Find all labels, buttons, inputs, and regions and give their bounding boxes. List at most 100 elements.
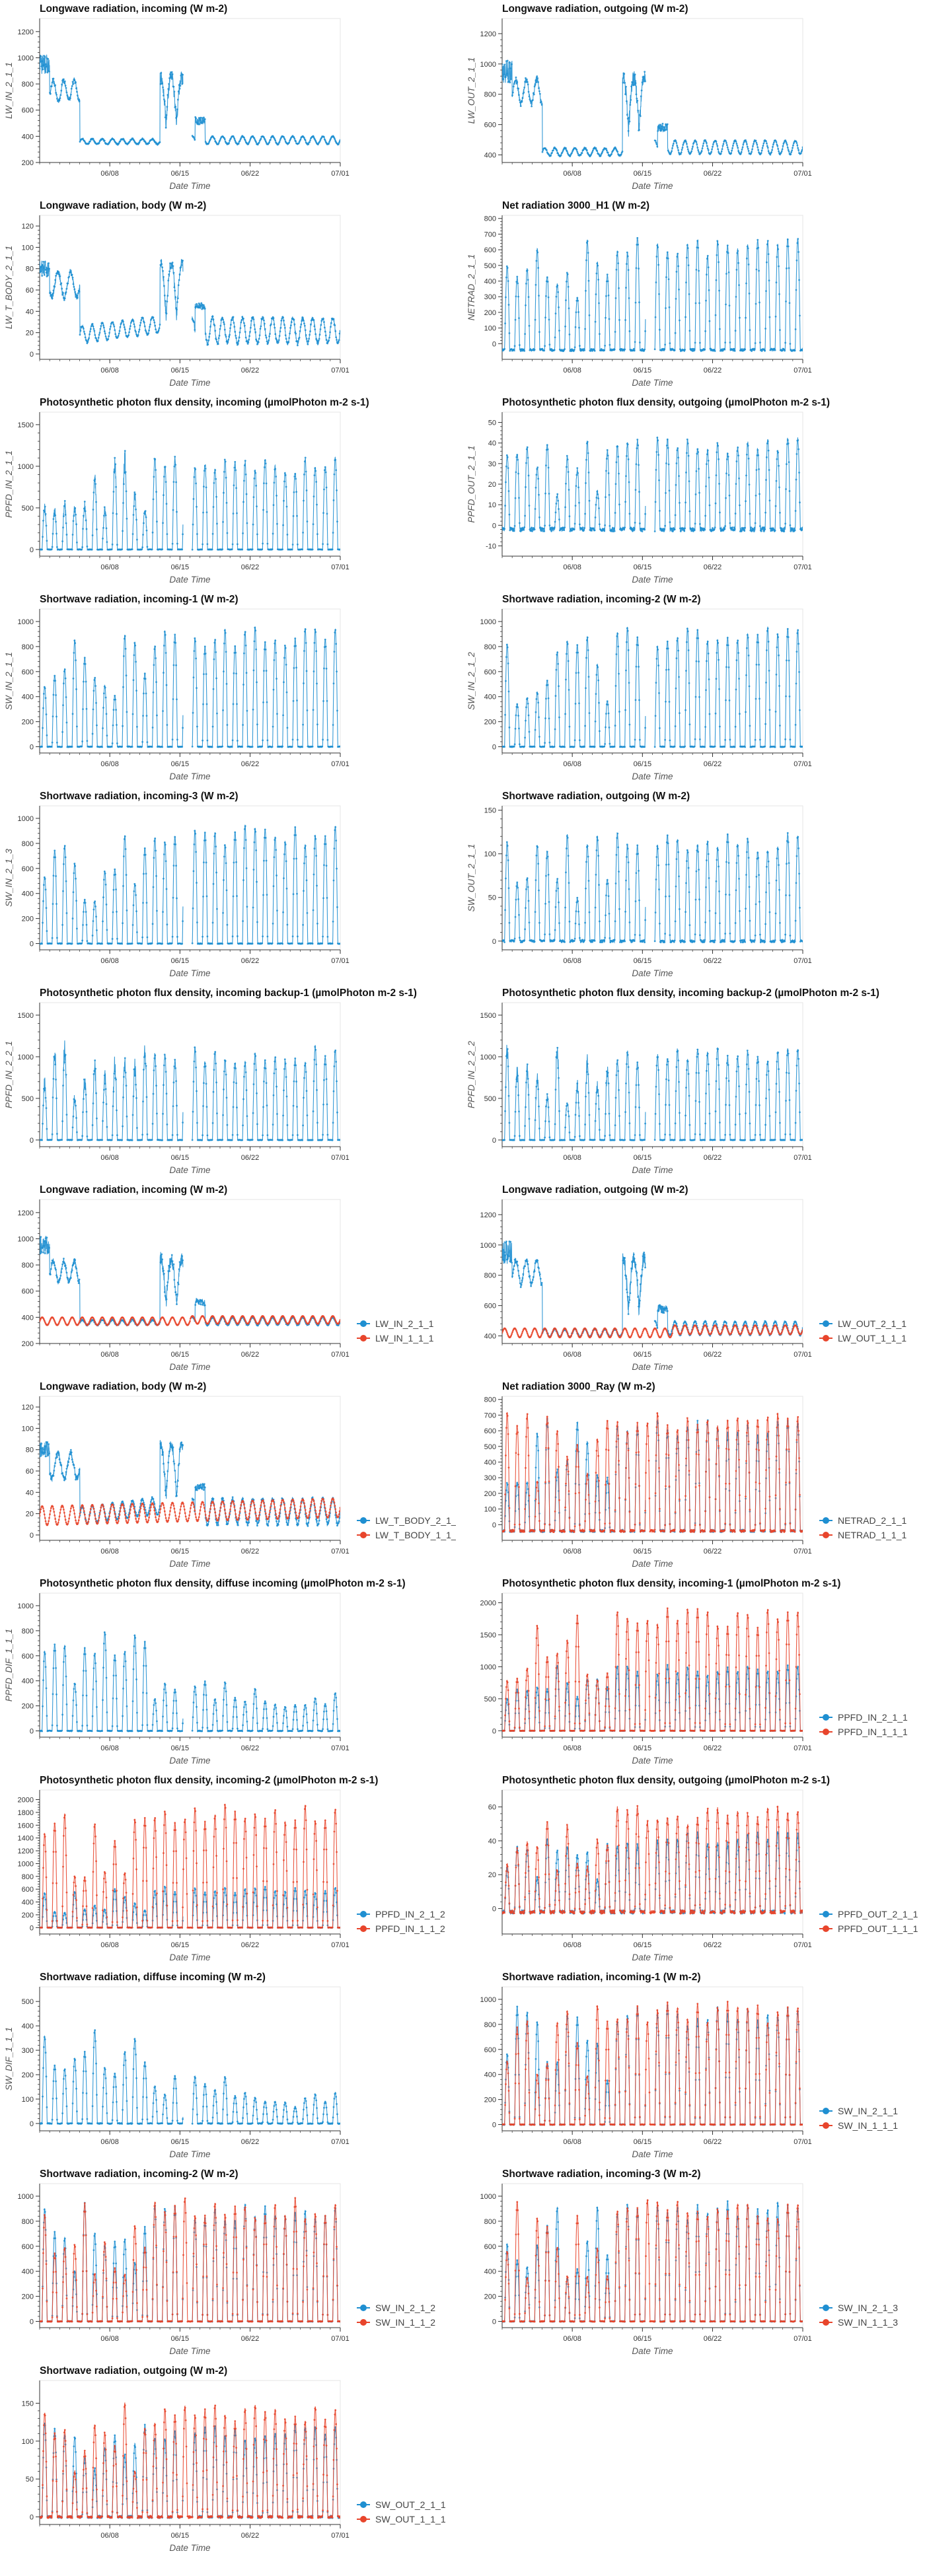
data-point bbox=[312, 523, 314, 526]
x-tick-label: 07/01 bbox=[331, 957, 350, 965]
data-point bbox=[102, 324, 104, 327]
data-point bbox=[74, 291, 77, 293]
data-point bbox=[165, 652, 167, 654]
data-point bbox=[63, 515, 65, 517]
data-point bbox=[241, 548, 244, 551]
data-point bbox=[50, 85, 53, 88]
data-point bbox=[326, 543, 329, 546]
data-point bbox=[130, 325, 131, 328]
data-point bbox=[271, 942, 274, 945]
data-point bbox=[704, 348, 706, 351]
data-point bbox=[536, 77, 539, 79]
data-point bbox=[644, 528, 646, 531]
data-point bbox=[797, 251, 800, 253]
data-point bbox=[76, 94, 79, 96]
y-tick-label: 600 bbox=[484, 668, 496, 676]
data-point bbox=[755, 698, 757, 700]
data-point bbox=[789, 343, 792, 345]
data-point bbox=[152, 691, 155, 694]
data-point bbox=[272, 504, 275, 507]
data-point bbox=[202, 543, 204, 546]
data-point bbox=[328, 143, 330, 145]
data-point bbox=[527, 456, 529, 459]
data-point bbox=[172, 865, 175, 867]
data-point bbox=[174, 641, 177, 644]
data-point bbox=[325, 486, 328, 489]
data-point bbox=[581, 526, 584, 529]
data-point bbox=[507, 690, 510, 693]
data-point bbox=[733, 528, 736, 530]
data-point bbox=[124, 471, 127, 474]
data-point bbox=[578, 501, 580, 504]
data-point bbox=[243, 828, 246, 830]
data-point bbox=[313, 670, 315, 672]
data-point bbox=[505, 465, 507, 468]
data-point bbox=[540, 104, 543, 106]
data-point bbox=[116, 742, 118, 744]
series-main bbox=[40, 54, 340, 146]
x-tick-label: 07/01 bbox=[794, 760, 812, 768]
data-point bbox=[564, 526, 566, 529]
data-point bbox=[556, 653, 558, 656]
data-point bbox=[291, 548, 293, 551]
data-point bbox=[104, 883, 107, 886]
data-point bbox=[518, 743, 521, 746]
data-point bbox=[613, 348, 616, 351]
data-point bbox=[664, 343, 667, 346]
data-point bbox=[548, 524, 551, 526]
data-point bbox=[518, 317, 520, 320]
data-point bbox=[226, 923, 229, 926]
data-point bbox=[254, 331, 257, 334]
data-point bbox=[254, 629, 257, 632]
x-tick-label: 06/08 bbox=[100, 367, 119, 375]
data-point bbox=[603, 745, 606, 748]
y-tick-label: -10 bbox=[486, 542, 496, 550]
data-point bbox=[737, 150, 740, 153]
plot-area bbox=[501, 411, 803, 557]
data-point bbox=[331, 746, 334, 748]
data-point bbox=[92, 920, 94, 922]
data-point bbox=[129, 140, 131, 143]
data-point bbox=[70, 87, 73, 90]
data-point bbox=[641, 81, 644, 84]
data-point bbox=[696, 629, 699, 631]
data-point bbox=[764, 723, 766, 725]
data-point bbox=[556, 284, 559, 287]
data-point bbox=[735, 483, 737, 485]
data-point bbox=[272, 532, 274, 535]
data-point bbox=[131, 943, 133, 945]
y-tick-label: 0 bbox=[492, 522, 496, 530]
data-point bbox=[48, 268, 50, 270]
data-point bbox=[266, 542, 269, 545]
data-point bbox=[207, 343, 209, 345]
data-point bbox=[634, 301, 637, 304]
data-point bbox=[766, 629, 768, 632]
data-point bbox=[203, 121, 205, 123]
data-point bbox=[596, 262, 599, 265]
data-point bbox=[76, 90, 78, 93]
data-point bbox=[304, 456, 307, 459]
data-point bbox=[667, 463, 670, 466]
data-point bbox=[176, 308, 178, 310]
data-point bbox=[641, 530, 644, 532]
data-point bbox=[339, 330, 340, 332]
data-point bbox=[613, 746, 616, 748]
data-point bbox=[198, 303, 200, 304]
data-point bbox=[594, 516, 597, 519]
data-point bbox=[256, 681, 258, 684]
data-point bbox=[260, 137, 262, 140]
data-point bbox=[89, 328, 92, 330]
data-point bbox=[655, 657, 658, 660]
data-point bbox=[548, 741, 551, 744]
data-point bbox=[698, 661, 700, 662]
data-point bbox=[794, 746, 796, 748]
data-point bbox=[574, 522, 576, 525]
data-point bbox=[283, 472, 286, 474]
data-point bbox=[148, 329, 151, 332]
data-point bbox=[655, 450, 658, 453]
data-point bbox=[512, 528, 515, 530]
data-point bbox=[534, 508, 536, 510]
data-point bbox=[755, 303, 757, 305]
data-point bbox=[194, 830, 196, 832]
data-point bbox=[713, 528, 716, 530]
